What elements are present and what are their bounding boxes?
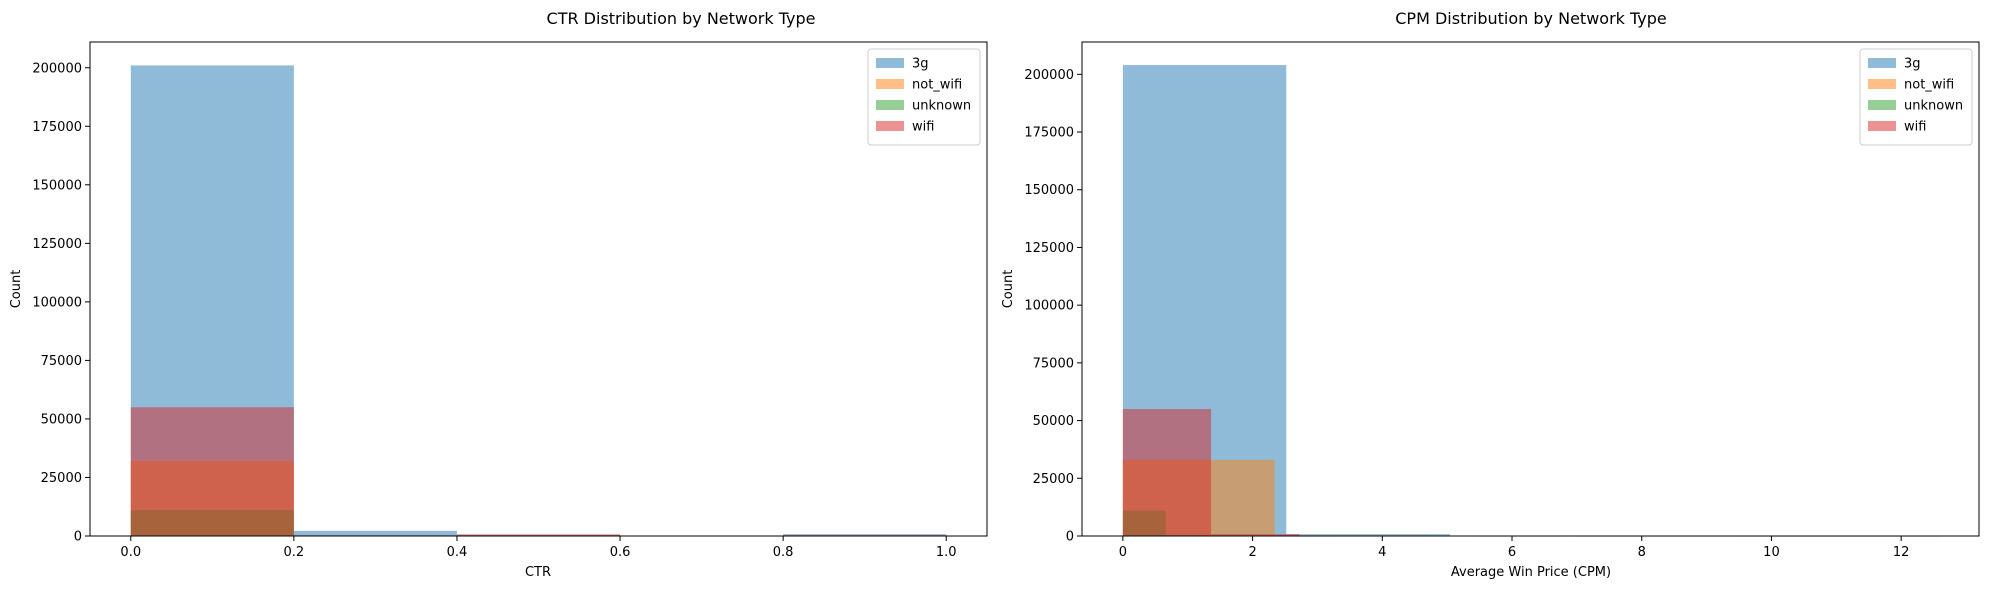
ctr-x-ticks: 0.0 0.2 0.4 0.6 0.8 1.0: [120, 536, 957, 560]
cpm-legend-swatch-not_wifi: [1868, 79, 1896, 89]
ctr-bar-3g-4: [783, 534, 947, 536]
ctr-legend-swatch-wifi: [876, 121, 904, 131]
cpm-y-tick-label: 25000: [1033, 472, 1074, 487]
cpm-y-axis-label: Count: [1001, 270, 1016, 309]
ctr-legend-label-unknown: unknown: [912, 99, 971, 114]
cpm-bar-wifi-0: [1122, 409, 1212, 536]
ctr-y-tick-label: 175000: [32, 120, 82, 135]
ctr-y-ticks: 0 25000 50000 75000 100000 125000 150000 175000…: [32, 61, 90, 545]
ctr-y-tick-label: 25000: [41, 471, 82, 486]
ctr-x-axis-label: CTR: [525, 565, 551, 580]
cpm-y-tick-label: 125000: [1024, 241, 1074, 256]
cpm-histogram: CPM Distribution by Network Type 0 2 4 6 8 10…: [1001, 9, 1980, 580]
cpm-y-tick-label: 75000: [1033, 356, 1074, 371]
ctr-x-tick-label: 0.8: [773, 545, 794, 560]
cpm-legend-label-wifi: wifi: [1904, 120, 1926, 135]
cpm-chart-title: CPM Distribution by Network Type: [1395, 9, 1667, 28]
cpm-axes-frame: [1081, 41, 1980, 537]
cpm-y-tick-label: 200000: [1024, 68, 1074, 83]
ctr-y-axis-label: Count: [9, 270, 24, 309]
cpm-bars: [1122, 65, 1941, 537]
cpm-legend-swatch-3g: [1868, 58, 1896, 68]
cpm-y-tick-label: 100000: [1024, 299, 1074, 314]
cpm-bar-wifi-1: [1211, 534, 1300, 536]
cpm-x-tick-label: 4: [1378, 545, 1386, 560]
ctr-y-tick-label: 0: [74, 530, 82, 545]
cpm-x-ticks: 0 2 4 6 8 10 12: [1119, 536, 1910, 560]
cpm-x-axis-label: Average Win Price (CPM): [1451, 565, 1611, 580]
cpm-x-tick-label: 2: [1248, 545, 1256, 560]
ctr-bar-wifi-2: [456, 534, 621, 536]
ctr-y-tick-label: 150000: [32, 178, 82, 193]
cpm-legend-label-unknown: unknown: [1904, 99, 1963, 114]
ctr-chart-title: CTR Distribution by Network Type: [547, 9, 816, 28]
ctr-y-tick-label: 75000: [41, 354, 82, 369]
ctr-bar-3g-1: [293, 530, 457, 536]
ctr-legend-label-wifi: wifi: [912, 120, 934, 135]
cpm-legend-swatch-wifi: [1868, 121, 1896, 131]
ctr-legend-label-3g: 3g: [912, 57, 929, 72]
ctr-legend-label-not_wifi: not_wifi: [912, 78, 962, 93]
ctr-x-tick-label: 0.4: [447, 545, 468, 560]
cpm-bar-3g-1: [1286, 534, 1450, 536]
ctr-legend-swatch-unknown: [876, 100, 904, 110]
cpm-y-tick-label: 50000: [1033, 414, 1074, 429]
cpm-x-tick-label: 10: [1763, 545, 1780, 560]
cpm-x-tick-label: 6: [1508, 545, 1516, 560]
ctr-y-tick-label: 200000: [32, 61, 82, 76]
ctr-x-tick-label: 1.0: [936, 545, 957, 560]
cpm-legend-swatch-unknown: [1868, 100, 1896, 110]
ctr-y-tick-label: 125000: [32, 237, 82, 252]
ctr-legend-swatch-not_wifi: [876, 79, 904, 89]
cpm-legend-label-3g: 3g: [1904, 57, 1921, 72]
cpm-y-ticks: 0 25000 50000 75000 100000 125000 150000 175000…: [1024, 68, 1082, 545]
ctr-x-tick-label: 0.0: [120, 545, 141, 560]
cpm-legend-label-not_wifi: not_wifi: [1904, 78, 1954, 93]
ctr-x-tick-label: 0.2: [284, 545, 305, 560]
cpm-x-tick-label: 0: [1119, 545, 1127, 560]
cpm-x-tick-label: 12: [1893, 545, 1910, 560]
ctr-bar-wifi-0: [130, 407, 294, 536]
cpm-y-tick-label: 150000: [1024, 183, 1074, 198]
ctr-legend-swatch-3g: [876, 58, 904, 68]
ctr-y-tick-label: 100000: [32, 295, 82, 310]
ctr-x-tick-label: 0.6: [610, 545, 631, 560]
cpm-y-tick-label: 175000: [1024, 126, 1074, 141]
ctr-axes-frame: [89, 41, 988, 537]
cpm-y-tick-label: 0: [1066, 530, 1074, 545]
ctr-histogram: CTR Distribution by Network Type 0.0 0.2 0…: [9, 9, 988, 580]
ctr-y-tick-label: 50000: [41, 412, 82, 427]
ctr-bars: [130, 65, 947, 537]
cpm-x-tick-label: 8: [1638, 545, 1646, 560]
